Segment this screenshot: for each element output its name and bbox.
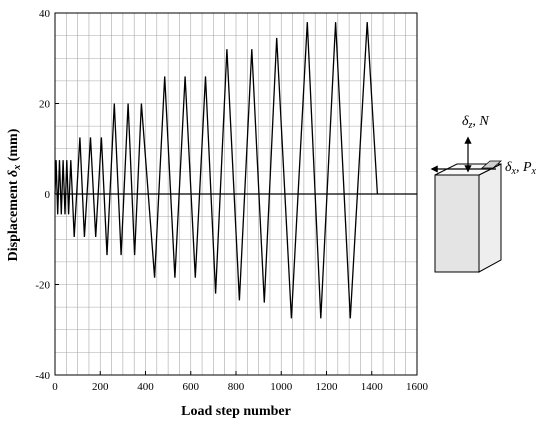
y-axis-title-unit: (mm) bbox=[6, 128, 21, 164]
y-axis-title-main: Displacement bbox=[6, 177, 21, 261]
vertical-load-label: δz, N bbox=[462, 114, 489, 131]
horizontal-load-label: δx, Px bbox=[505, 160, 537, 177]
horizontal-load-label-subscript: x bbox=[511, 166, 517, 177]
series-line-displacement bbox=[54, 22, 379, 319]
x-tick-label: 1600 bbox=[406, 381, 429, 393]
x-ticks: 0 200 400 600 800 1000 1200 1400 1600 bbox=[52, 371, 429, 393]
x-tick-label: 0 bbox=[52, 381, 58, 393]
vertical-load-label-rest: , N bbox=[472, 114, 489, 129]
x-tick-label: 1000 bbox=[270, 381, 293, 393]
y-tick-label: -20 bbox=[35, 280, 50, 292]
column-front-face bbox=[434, 174, 480, 273]
horizontal-load-label-subscript-2: x bbox=[531, 166, 537, 177]
x-tick-label: 800 bbox=[228, 381, 245, 393]
y-tick-label: 40 bbox=[39, 8, 51, 20]
x-axis-title: Load step number bbox=[181, 404, 291, 419]
x-tick-label: 400 bbox=[137, 381, 154, 393]
vertical-load-label-subscript: z bbox=[468, 120, 473, 131]
x-tick-label: 200 bbox=[92, 381, 109, 393]
vertical-load-label-symbol: δ bbox=[462, 114, 469, 129]
y-ticks: -40 -20 0 20 40 bbox=[35, 8, 59, 382]
horizontal-load-label-symbol: δ bbox=[505, 160, 512, 175]
y-tick-label: 20 bbox=[39, 99, 51, 111]
x-tick-label: 600 bbox=[183, 381, 200, 393]
y-tick-label: 0 bbox=[45, 189, 51, 201]
y-axis-title-symbol: δ bbox=[6, 170, 21, 177]
column-side-face bbox=[478, 163, 502, 273]
loading-plate bbox=[480, 160, 503, 169]
x-tick-label: 1200 bbox=[316, 381, 339, 393]
y-axis-title-subscript: x bbox=[12, 165, 23, 171]
x-tick-label: 1400 bbox=[361, 381, 384, 393]
y-axis-title: Displacement δx (mm) bbox=[6, 128, 23, 261]
series-group bbox=[54, 22, 379, 319]
horizontal-load-label-rest: , P bbox=[516, 160, 532, 175]
column-diagram: δz, N δx, Px bbox=[430, 114, 537, 273]
y-tick-label: -40 bbox=[35, 370, 50, 382]
